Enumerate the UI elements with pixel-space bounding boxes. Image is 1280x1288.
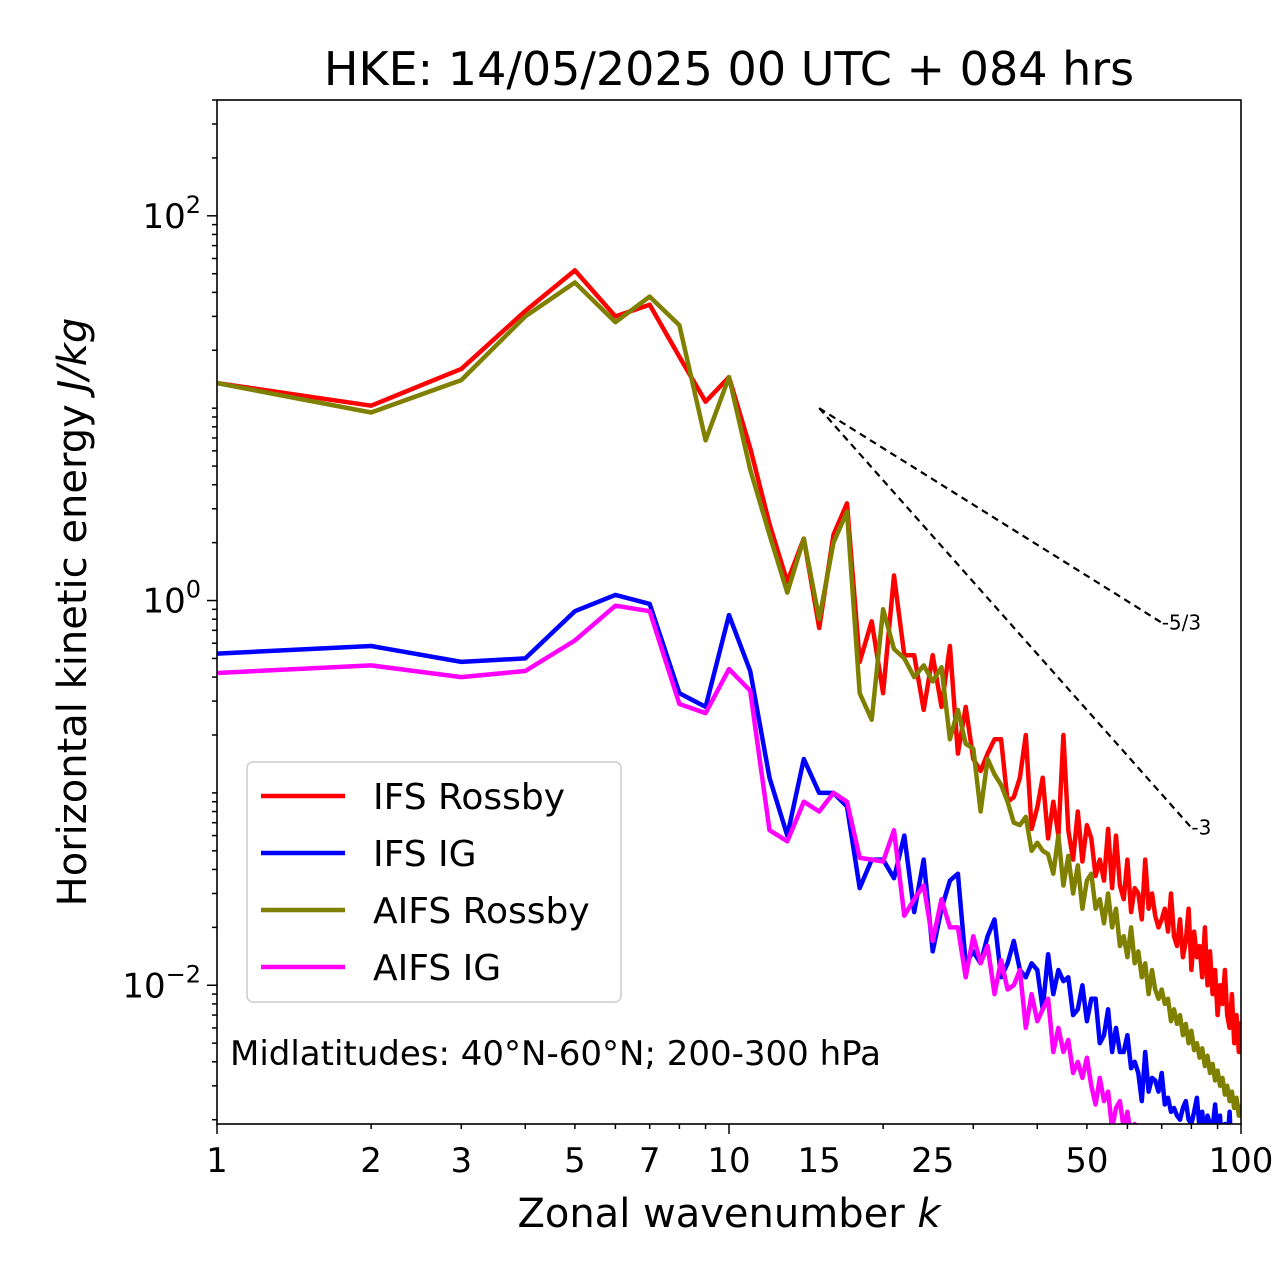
legend: IFS Rossby IFS IG AIFS Rossby AIFS IG: [246, 761, 622, 1003]
chart-title: HKE: 14/05/2025 00 UTC + 084 hrs: [324, 42, 1134, 96]
x-tick-label: 100: [1209, 1141, 1274, 1181]
x-tick-label: 50: [1065, 1141, 1108, 1181]
x-tick-label: 25: [911, 1141, 954, 1181]
reference-slope-line-1: [818, 407, 1193, 829]
x-tick-label: 15: [798, 1141, 841, 1181]
y-tick-label: 10−2: [122, 960, 201, 1006]
x-tick-label: 2: [360, 1141, 382, 1181]
legend-label: AIFS Rossby: [373, 891, 590, 932]
legend-label: AIFS IG: [373, 948, 501, 989]
reference-slope-label-1: -3: [1191, 816, 1211, 840]
legend-frame: [246, 761, 622, 1003]
y-axis-title: Horizontal kinetic energy J/kg: [50, 318, 96, 907]
y-tick-label: 100: [142, 576, 201, 622]
x-axis-ticks: 1 2 3 5 7 10 15 25 50 100: [206, 1124, 1273, 1181]
x-tick-label: 3: [450, 1141, 472, 1181]
legend-label: IFS Rossby: [373, 777, 565, 818]
reference-slopes: -5/3 -3: [818, 407, 1211, 840]
x-tick-label: 5: [564, 1141, 586, 1181]
y-tick-label: 102: [142, 191, 201, 237]
x-axis-title: Zonal wavenumber k: [517, 1191, 942, 1237]
series-line-1: [217, 592, 1233, 1124]
x-tick-label: 1: [206, 1141, 228, 1181]
reference-slope-line-0: [818, 407, 1163, 624]
legend-label: IFS IG: [373, 834, 477, 875]
region-annotation: Midlatitudes: 40°N-60°N; 200-300 hPa: [230, 1034, 881, 1074]
x-tick-label: 10: [707, 1141, 750, 1181]
series-line-2: [217, 280, 1241, 1118]
x-tick-label: 7: [639, 1141, 661, 1181]
reference-slope-label-0: -5/3: [1162, 611, 1201, 635]
series-line-3: [217, 603, 1138, 1124]
y-axis-ticks: 10−2 100 102: [122, 99, 217, 1121]
series-layer: [217, 268, 1241, 1124]
